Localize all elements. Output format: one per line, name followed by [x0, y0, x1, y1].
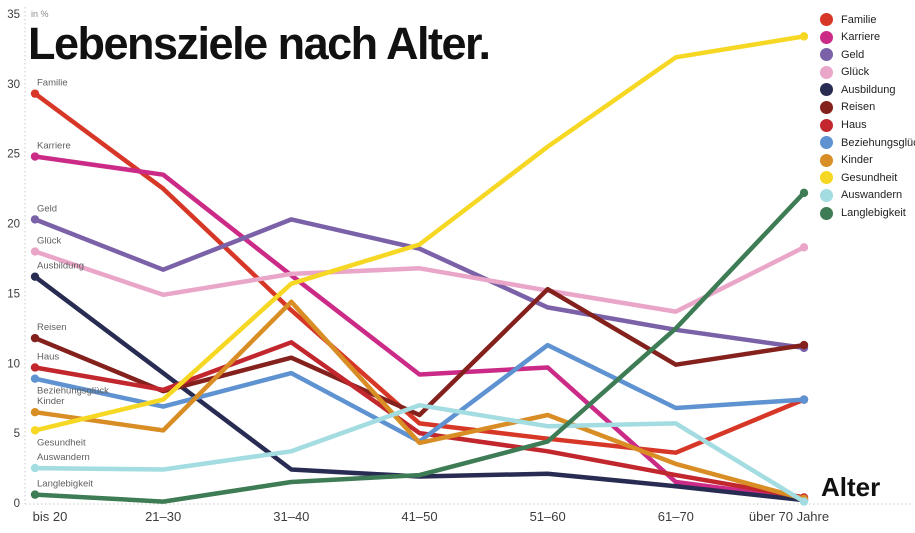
series-start-label-beziehungsglueck: Beziehungsglück [37, 386, 109, 397]
series-start-label-kinder: Kinder [37, 396, 64, 407]
legend-dot-karriere [820, 30, 833, 44]
legend-item-familie: Familie [820, 13, 915, 26]
legend-item-haus: Haus [820, 118, 915, 132]
series-end-dot-gesundheit [799, 32, 809, 41]
legend-dot-auswandern [820, 188, 833, 202]
series-start-label-reisen: Reisen [37, 322, 67, 333]
series-start-label-familie: Familie [37, 78, 68, 89]
x-category-label: 61–70 [658, 509, 694, 524]
legend-item-beziehungsglueck: Beziehungsglück [820, 136, 915, 150]
series-line-auswandern [32, 402, 807, 504]
legend-label-karriere: Karriere [841, 31, 881, 44]
series-line-langlebigkeit [32, 190, 807, 504]
legend-dot-glueck [820, 65, 833, 79]
legend-label-beziehungsglueck: Beziehungsglück [841, 136, 915, 149]
legend-label-geld: Geld [841, 48, 865, 61]
page-title: Lebensziele nach Alter. [28, 18, 491, 69]
series-line-reisen [32, 286, 807, 418]
series-start-dot-reisen [30, 333, 40, 343]
legend-label-langlebigkeit: Langlebigkeit [841, 207, 906, 220]
series-start-dot-auswandern [30, 463, 40, 473]
series-start-label-gesundheit: Gesundheit [37, 437, 86, 448]
legend-dot-kinder [820, 153, 833, 167]
series-line-kinder [32, 299, 807, 502]
legend-item-glueck: Glück [820, 65, 915, 79]
series-start-dot-geld [30, 215, 40, 224]
x-category-label: 41–50 [401, 509, 437, 524]
legend-label-haus: Haus [841, 119, 867, 132]
y-tick-label: 20 [7, 219, 20, 231]
series-line-gesundheit [32, 34, 807, 433]
series-start-dot-gesundheit [30, 426, 40, 435]
legend-dot-gesundheit [820, 171, 833, 185]
legend-label-kinder: Kinder [841, 154, 873, 167]
legend-item-langlebigkeit: Langlebigkeit [820, 206, 915, 220]
y-tick-label: 35 [7, 9, 20, 21]
series-start-dot-haus [30, 363, 40, 372]
legend-label-auswandern: Auswandern [841, 189, 903, 202]
series-line-haus [32, 340, 807, 500]
legend-label-familie: Familie [841, 13, 877, 26]
legend-dot-familie [820, 13, 833, 26]
series-line-geld [32, 217, 807, 351]
legend-label-glueck: Glück [841, 66, 870, 79]
series-end-dot-reisen [799, 340, 809, 350]
x-category-label: über 70 Jahre [749, 509, 829, 524]
series-end-dot-beziehungsglueck [799, 395, 809, 404]
series-end-dot-glueck [799, 243, 809, 252]
y-tick-label: 15 [7, 288, 20, 300]
y-tick-label: 30 [7, 79, 20, 91]
x-category-label: 31–40 [273, 509, 309, 524]
series-start-label-haus: Haus [37, 351, 59, 362]
series-start-label-geld: Geld [37, 203, 57, 214]
series-start-dot-ausbildung [30, 272, 40, 281]
series-start-label-langlebigkeit: Langlebigkeit [37, 479, 93, 490]
legend-dot-geld [820, 48, 833, 62]
series-line-karriere [32, 154, 807, 502]
legend-label-reisen: Reisen [841, 101, 876, 114]
series-start-label-auswandern: Auswandern [37, 452, 90, 463]
x-category-label: 21–30 [145, 509, 181, 524]
series-start-label-karriere: Karriere [37, 141, 71, 152]
series-start-label-ausbildung: Ausbildung [37, 261, 84, 272]
legend-label-ausbildung: Ausbildung [841, 83, 896, 96]
y-tick-label: 5 [14, 428, 20, 440]
x-axis-title: Alter [821, 472, 881, 502]
series-start-dot-karriere [30, 152, 40, 161]
series-line-glueck [32, 245, 807, 314]
legend-item-geld: Geld [820, 48, 915, 62]
y-tick-label: 25 [7, 149, 20, 161]
legend-item-gesundheit: Gesundheit [820, 171, 915, 185]
y-tick-label: 0 [14, 498, 20, 510]
series-start-label-glueck: Glück [37, 236, 62, 247]
series-start-dot-kinder [30, 407, 40, 417]
legend-item-ausbildung: Ausbildung [820, 83, 915, 97]
x-category-label: bis 20 [33, 509, 68, 524]
series-start-dot-beziehungsglueck [30, 374, 40, 383]
series-start-dot-glueck [30, 247, 40, 256]
series-start-dot-langlebigkeit [30, 490, 40, 499]
y-tick-label: 10 [7, 358, 20, 370]
series-end-dot-langlebigkeit [799, 188, 809, 198]
legend-dot-reisen [820, 100, 833, 114]
series-end-dot-auswandern [799, 497, 809, 506]
legend-dot-haus [820, 118, 833, 132]
legend: Familie Karriere Geld Glück Ausbildung Reisen… [820, 13, 915, 220]
series-line-familie [32, 91, 807, 455]
legend-item-auswandern: Auswandern [820, 188, 915, 202]
x-category-label: 51–60 [530, 509, 566, 524]
legend-label-gesundheit: Gesundheit [841, 171, 898, 184]
legend-item-kinder: Kinder [820, 153, 915, 167]
legend-item-reisen: Reisen [820, 100, 915, 114]
series-start-dot-familie [30, 89, 40, 98]
legend-item-karriere: Karriere [820, 30, 915, 44]
legend-dot-ausbildung [820, 83, 833, 97]
legend-dot-langlebigkeit [820, 206, 833, 220]
legend-dot-beziehungsglueck [820, 136, 833, 150]
y-axis-unit-label: in % [31, 9, 49, 19]
